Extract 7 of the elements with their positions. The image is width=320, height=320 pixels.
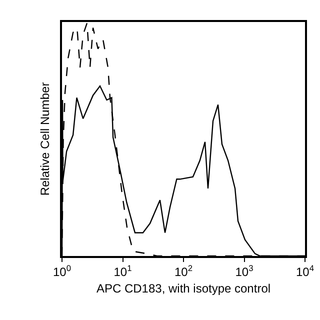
y-axis-title: Relative Cell Number [38,82,52,196]
x-tick-label: 10$^{0}$ [52,263,72,280]
x-axis-title: APC CD183, with isotype control [96,282,271,296]
x-tick-label: 10$^{3}$ [235,263,254,280]
x-tick-label: 10$^{2}$ [174,263,193,280]
x-tick-label: 10$^{1}$ [114,263,132,280]
x-tick-label: 10$^{4}$ [296,263,314,280]
